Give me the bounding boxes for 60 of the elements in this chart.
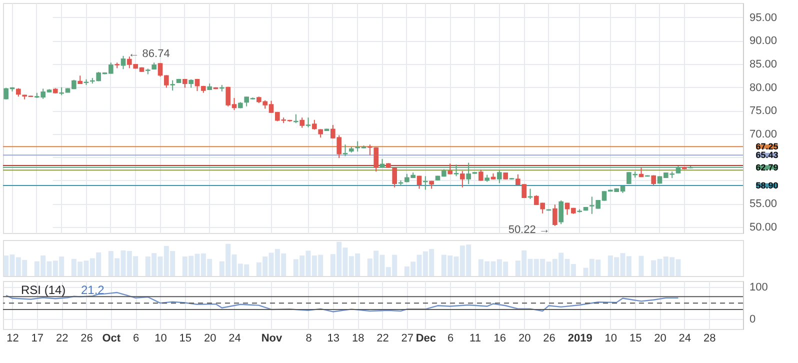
x-tick-label: 8 xyxy=(306,332,312,344)
y-tick-label: 100 xyxy=(750,282,768,294)
x-tick-label: 10 xyxy=(154,332,167,344)
x-tick-label: 26 xyxy=(543,332,556,344)
x-tick-label: 20 xyxy=(518,332,531,344)
y-tick-label: 0 xyxy=(750,314,756,326)
annotation: RSI (14) xyxy=(21,283,66,297)
x-tick-label: 11 xyxy=(470,332,481,344)
candlestick xyxy=(552,204,558,226)
x-tick-label: 20 xyxy=(204,332,216,344)
x-tick-label: Nov xyxy=(261,332,284,344)
y-tick-label: 80.00 xyxy=(750,82,778,94)
ref-line-label: 65.43 xyxy=(756,150,778,160)
x-tick-label: 2019 xyxy=(568,332,592,344)
x-tick-label: Oct xyxy=(102,332,121,344)
y-tick-label: 75.00 xyxy=(750,105,778,118)
x-tick-label: 10 xyxy=(604,332,618,344)
annotation: 21.2 xyxy=(81,283,105,297)
candlestick xyxy=(312,119,317,130)
x-tick-label: 26 xyxy=(80,332,93,344)
candlestick xyxy=(497,170,502,184)
candlestick xyxy=(416,175,422,190)
x-tick-label: 6 xyxy=(133,332,140,344)
x-tick-label: 24 xyxy=(228,332,241,344)
x-tick-label: Dec xyxy=(416,332,436,344)
y-tick-label: 50.00 xyxy=(750,221,778,234)
x-tick-label: 22 xyxy=(376,332,389,344)
candlestick xyxy=(423,176,428,190)
x-tick-label: 16 xyxy=(494,332,506,344)
x-tick-label: 22 xyxy=(56,332,68,344)
candlestick xyxy=(448,163,452,175)
candlestick xyxy=(170,80,175,92)
x-tick-label: 18 xyxy=(352,332,364,344)
y-tick-label: 95.00 xyxy=(750,12,778,24)
x-tick-label: 20 xyxy=(654,332,666,344)
x-tick-label: 24 xyxy=(678,332,692,344)
candlestick xyxy=(306,117,311,128)
x-tick-label: 28 xyxy=(703,332,716,344)
candlestick xyxy=(460,170,465,188)
x-tick-label: 6 xyxy=(448,332,454,344)
candlestick xyxy=(342,144,348,157)
annotation: ← 86.74 xyxy=(128,48,170,60)
x-tick-label: 15 xyxy=(629,332,642,344)
x-tick-label: 13 xyxy=(327,332,340,344)
annotation: 50.22 → xyxy=(508,224,550,236)
candlestick xyxy=(368,144,372,156)
bar xyxy=(638,256,644,276)
candlestick xyxy=(558,200,564,225)
candlestick xyxy=(374,146,378,172)
x-tick-label: 12 xyxy=(6,332,19,344)
y-tick-label: 70.00 xyxy=(750,128,778,140)
y-tick-label: 55.00 xyxy=(750,198,778,210)
candlestick xyxy=(478,169,484,182)
y-tick-label: 85.00 xyxy=(750,58,778,70)
candlestick xyxy=(120,55,126,70)
candlestick xyxy=(300,117,304,128)
x-tick-label: 27 xyxy=(401,332,414,344)
y-tick-label: 90.00 xyxy=(750,35,778,48)
x-tick-label: 17 xyxy=(31,332,44,344)
x-tick-label: 15 xyxy=(179,332,192,344)
